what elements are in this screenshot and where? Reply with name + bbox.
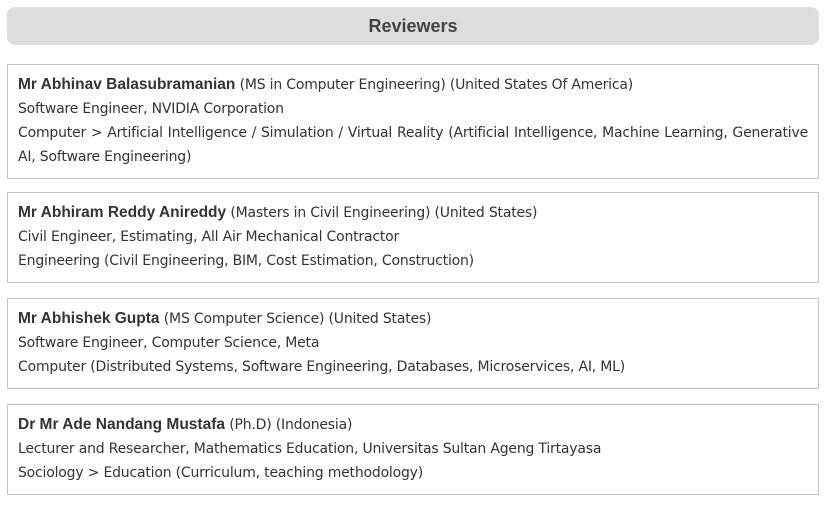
reviewer-card: Mr Abhinav Balasubramanian (MS in Comput… — [7, 64, 819, 179]
reviewer-name[interactable]: Mr Abhishek Gupta — [18, 310, 160, 327]
reviewer-card: Mr Abhiram Reddy Anireddy (Masters in Ci… — [7, 192, 819, 283]
reviewers-header: Reviewers — [7, 7, 819, 45]
reviewer-field: Engineering (Civil Engineering, BIM, Cos… — [18, 253, 474, 269]
reviewer-degree: (MS in Computer Engineering) — [239, 77, 446, 93]
reviewer-field: Sociology > Education (Curriculum, teach… — [18, 465, 424, 481]
reviewer-name[interactable]: Dr Mr Ade Nandang Mustafa — [18, 416, 225, 433]
reviewer-country: (United States) — [434, 205, 538, 221]
reviewer-field: Computer (Distributed Systems, Software … — [18, 359, 626, 375]
reviewer-degree: (MS Computer Science) — [163, 311, 325, 327]
reviewer-field: Computer > Artificial Intelligence / Sim… — [18, 125, 808, 165]
reviewer-card: Mr Abhishek Gupta (MS Computer Science) … — [7, 298, 819, 389]
reviewer-card: Dr Mr Ade Nandang Mustafa (Ph.D) (Indone… — [7, 404, 819, 495]
reviewer-position: Software Engineer, NVIDIA Corporation — [18, 101, 284, 117]
reviewer-degree: (Masters in Civil Engineering) — [230, 205, 431, 221]
reviewer-name[interactable]: Mr Abhiram Reddy Anireddy — [18, 204, 227, 221]
page-title: Reviewers — [368, 15, 458, 36]
reviewer-position: Lecturer and Researcher, Mathematics Edu… — [18, 441, 602, 457]
reviewer-country: (Indonesia) — [275, 417, 353, 433]
reviewer-country: (United States Of America) — [449, 77, 633, 93]
reviewer-position: Software Engineer, Computer Science, Met… — [18, 335, 320, 351]
reviewer-name[interactable]: Mr Abhinav Balasubramanian — [18, 76, 236, 93]
reviewer-degree: (Ph.D) — [229, 417, 272, 433]
reviewer-country: (United States) — [328, 311, 432, 327]
reviewer-position: Civil Engineer, Estimating, All Air Mech… — [18, 229, 400, 245]
